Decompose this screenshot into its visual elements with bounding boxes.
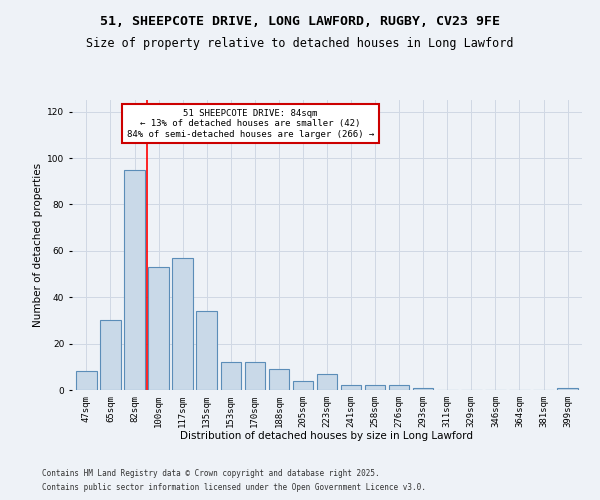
Bar (269, 369, 289, 390)
X-axis label: Distribution of detached houses by size in Long Lawford: Distribution of detached houses by size … (181, 432, 473, 442)
Bar (221, 362, 241, 390)
Bar (124, 170, 145, 390)
Bar (317, 374, 337, 390)
Y-axis label: Number of detached properties: Number of detached properties (33, 163, 43, 327)
Bar (293, 380, 313, 390)
Bar (100, 320, 121, 390)
Bar (413, 388, 433, 390)
Bar (557, 388, 578, 390)
Bar (148, 267, 169, 390)
Text: 51, SHEEPCOTE DRIVE, LONG LAWFORD, RUGBY, CV23 9FE: 51, SHEEPCOTE DRIVE, LONG LAWFORD, RUGBY… (100, 15, 500, 28)
Bar (389, 386, 409, 390)
Text: 51 SHEEPCOTE DRIVE: 84sqm
← 13% of detached houses are smaller (42)
84% of semi-: 51 SHEEPCOTE DRIVE: 84sqm ← 13% of detac… (127, 108, 374, 138)
Bar (196, 311, 217, 390)
Bar (365, 386, 385, 390)
Bar (172, 258, 193, 390)
Bar (76, 372, 97, 390)
Text: Size of property relative to detached houses in Long Lawford: Size of property relative to detached ho… (86, 38, 514, 51)
Bar (341, 386, 361, 390)
Text: Contains public sector information licensed under the Open Government Licence v3: Contains public sector information licen… (42, 484, 426, 492)
Text: Contains HM Land Registry data © Crown copyright and database right 2025.: Contains HM Land Registry data © Crown c… (42, 468, 380, 477)
Bar (245, 362, 265, 390)
